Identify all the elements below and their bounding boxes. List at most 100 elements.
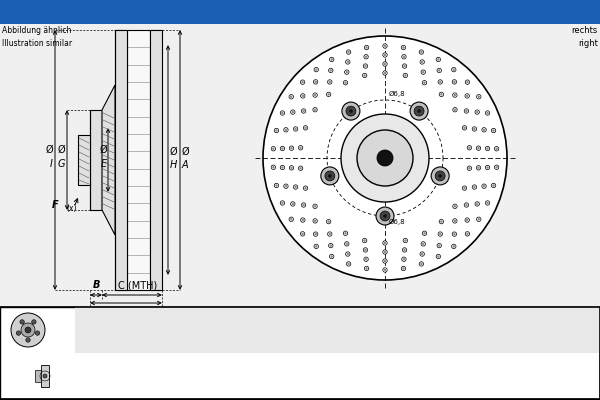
Circle shape [491,128,496,133]
Circle shape [275,184,278,187]
Circle shape [485,111,490,115]
Circle shape [483,129,485,131]
Circle shape [343,80,347,85]
Text: Ø: Ø [170,147,178,157]
Text: Ø6,8: Ø6,8 [389,219,406,225]
Circle shape [364,54,368,59]
Circle shape [384,269,386,271]
Circle shape [454,205,456,208]
Circle shape [384,45,386,47]
Text: D: D [274,324,284,336]
Circle shape [402,257,406,262]
Circle shape [440,220,443,223]
Circle shape [422,80,427,85]
Circle shape [384,63,386,65]
Circle shape [466,233,469,235]
Circle shape [298,166,303,170]
Text: Ø6,8: Ø6,8 [389,91,406,97]
Text: 5: 5 [392,371,400,381]
Text: F: F [52,200,58,210]
Text: 32,0: 32,0 [209,371,233,381]
Circle shape [329,69,332,72]
Circle shape [301,81,304,83]
Circle shape [304,126,308,130]
Circle shape [403,258,405,260]
Circle shape [420,263,422,265]
Circle shape [329,244,332,247]
Circle shape [452,244,456,248]
Circle shape [485,146,490,151]
Polygon shape [102,85,115,235]
Circle shape [466,95,469,97]
Circle shape [281,202,284,204]
Circle shape [328,174,332,178]
Circle shape [454,108,456,111]
Circle shape [290,147,293,149]
Circle shape [403,248,407,252]
Circle shape [314,68,319,72]
Circle shape [494,146,499,151]
Circle shape [403,56,405,58]
Circle shape [452,68,456,72]
Text: 15,4: 15,4 [559,371,583,381]
Circle shape [364,249,367,251]
Circle shape [301,80,305,84]
Circle shape [383,214,387,218]
Circle shape [454,220,456,222]
Circle shape [482,184,486,188]
Text: H: H [507,324,518,336]
Circle shape [364,74,366,77]
Circle shape [453,81,455,83]
Text: G: G [449,324,459,336]
Circle shape [272,148,275,150]
Circle shape [477,147,479,149]
Circle shape [383,268,387,272]
Text: D: D [122,309,130,319]
Circle shape [290,218,292,220]
Circle shape [295,128,297,130]
Circle shape [11,313,45,347]
Circle shape [285,185,287,187]
Circle shape [346,50,351,54]
Circle shape [329,233,331,235]
Circle shape [346,60,350,64]
Circle shape [301,94,305,98]
Circle shape [377,150,393,166]
Circle shape [403,249,406,251]
Circle shape [439,220,443,224]
Text: B: B [158,324,167,336]
Circle shape [349,109,353,113]
Circle shape [431,167,449,185]
Circle shape [485,201,490,205]
Circle shape [341,114,429,202]
Circle shape [437,58,440,61]
Circle shape [301,232,305,236]
Circle shape [440,93,443,96]
Circle shape [453,233,455,235]
Circle shape [422,71,424,73]
Circle shape [468,146,470,149]
Circle shape [20,320,25,324]
Circle shape [494,165,499,170]
Circle shape [313,232,318,236]
Circle shape [463,187,466,189]
Circle shape [325,171,335,181]
Text: E: E [101,159,107,169]
Circle shape [383,259,387,263]
Circle shape [439,92,443,96]
Bar [78,135,90,185]
Circle shape [421,61,424,63]
Circle shape [32,320,36,324]
Circle shape [346,262,351,266]
Circle shape [295,186,297,188]
Circle shape [364,45,369,50]
Circle shape [476,94,481,99]
Circle shape [16,331,20,335]
Circle shape [452,232,457,236]
Circle shape [289,94,293,99]
Circle shape [313,93,317,97]
Text: Abbildung ähnlich
Illustration similar: Abbildung ähnlich Illustration similar [2,26,72,48]
Circle shape [342,102,360,120]
Text: (x): (x) [66,204,77,212]
Circle shape [329,68,333,73]
